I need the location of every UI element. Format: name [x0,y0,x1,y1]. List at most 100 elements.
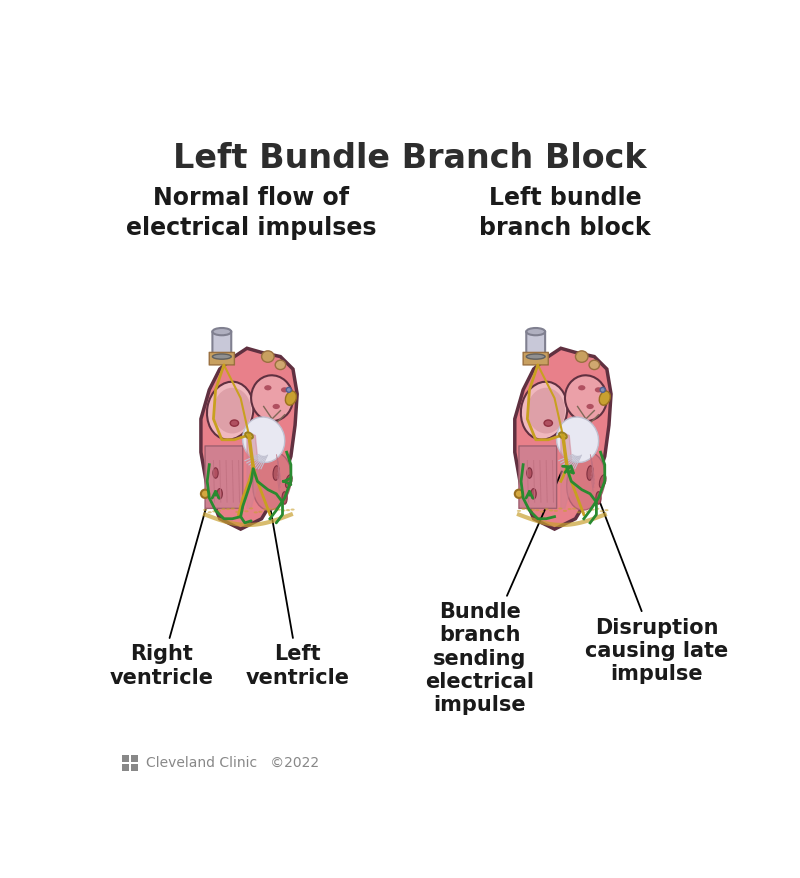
Ellipse shape [522,508,526,510]
Polygon shape [201,349,297,529]
Bar [131,765,138,772]
Ellipse shape [208,512,212,514]
Ellipse shape [595,508,599,510]
Ellipse shape [572,508,576,510]
Ellipse shape [558,507,562,510]
Ellipse shape [575,351,588,363]
Ellipse shape [240,510,244,512]
Ellipse shape [230,508,235,510]
Bar [122,755,129,762]
Ellipse shape [253,453,291,511]
Ellipse shape [249,507,254,510]
Circle shape [514,490,523,499]
Ellipse shape [213,328,231,336]
Ellipse shape [582,512,586,514]
Ellipse shape [203,509,207,511]
Ellipse shape [226,508,230,510]
Ellipse shape [527,388,565,434]
Ellipse shape [264,385,271,391]
Circle shape [201,490,210,499]
FancyBboxPatch shape [526,332,545,357]
Ellipse shape [540,511,544,513]
Ellipse shape [586,405,594,410]
Ellipse shape [530,509,535,511]
Ellipse shape [281,388,288,393]
FancyBboxPatch shape [213,332,231,357]
Ellipse shape [563,510,567,513]
Bar [131,755,138,762]
Ellipse shape [527,468,532,479]
Ellipse shape [549,510,554,512]
Ellipse shape [277,509,281,511]
Ellipse shape [599,475,606,488]
Ellipse shape [275,361,286,371]
Text: Disruption
causing late
impulse: Disruption causing late impulse [585,491,728,683]
Ellipse shape [286,392,296,406]
Ellipse shape [282,493,287,505]
Ellipse shape [273,405,280,410]
Ellipse shape [267,508,272,511]
Polygon shape [247,432,259,508]
Ellipse shape [596,493,601,505]
FancyBboxPatch shape [210,353,234,365]
Ellipse shape [521,382,567,440]
Ellipse shape [217,489,222,500]
Ellipse shape [535,509,539,512]
Ellipse shape [544,421,553,427]
Ellipse shape [595,388,602,393]
Ellipse shape [526,328,545,336]
Ellipse shape [263,508,267,511]
FancyBboxPatch shape [205,446,242,508]
Ellipse shape [599,392,610,406]
Ellipse shape [286,475,292,488]
Ellipse shape [245,511,249,513]
Ellipse shape [254,512,258,514]
Ellipse shape [251,376,293,421]
FancyBboxPatch shape [519,446,557,508]
Ellipse shape [273,466,279,481]
Ellipse shape [526,355,545,360]
Ellipse shape [604,509,609,512]
Ellipse shape [586,511,590,513]
Ellipse shape [290,509,294,511]
Ellipse shape [214,388,251,434]
Ellipse shape [517,510,521,513]
Ellipse shape [565,376,607,421]
Text: Left Bundle Branch Block: Left Bundle Branch Block [174,142,646,176]
Ellipse shape [207,382,254,440]
Ellipse shape [531,489,536,500]
Ellipse shape [557,418,598,463]
Ellipse shape [213,468,218,479]
Ellipse shape [272,508,276,511]
Text: Left
ventricle: Left ventricle [246,497,350,687]
Text: Bundle
branch
sending
electrical
impulse: Bundle branch sending electrical impulse [426,471,562,714]
Ellipse shape [213,355,231,360]
Ellipse shape [589,361,599,371]
Text: Right
ventricle: Right ventricle [110,485,214,687]
Ellipse shape [212,511,216,513]
Ellipse shape [282,510,286,512]
FancyBboxPatch shape [523,353,548,365]
Ellipse shape [559,433,566,439]
Ellipse shape [286,509,290,512]
Ellipse shape [578,385,586,391]
Ellipse shape [567,508,572,510]
Text: Cleveland Clinic   ©2022: Cleveland Clinic ©2022 [146,755,320,769]
Ellipse shape [577,512,581,514]
Ellipse shape [262,351,274,363]
Ellipse shape [600,511,604,513]
Polygon shape [514,349,611,529]
Bar [122,765,129,772]
Ellipse shape [230,421,238,427]
Ellipse shape [526,509,530,511]
Text: Normal flow of
electrical impulses: Normal flow of electrical impulses [126,186,376,240]
Ellipse shape [217,510,221,512]
Ellipse shape [222,508,226,510]
Text: Left bundle
branch block: Left bundle branch block [479,186,651,240]
Ellipse shape [554,510,558,512]
Ellipse shape [245,433,253,439]
Polygon shape [561,432,574,508]
Ellipse shape [566,453,605,511]
Ellipse shape [235,511,239,514]
Circle shape [600,388,605,392]
